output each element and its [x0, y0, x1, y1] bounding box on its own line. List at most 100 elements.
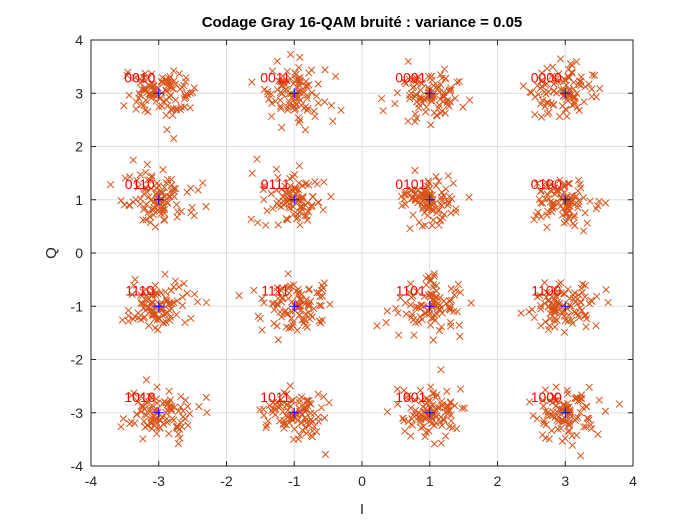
noisy-point — [167, 181, 176, 189]
noisy-point — [602, 286, 610, 294]
noisy-point — [565, 427, 574, 435]
noisy-point — [400, 195, 408, 203]
noisy-point — [419, 403, 427, 411]
noisy-point — [432, 172, 440, 181]
noisy-point — [440, 210, 448, 219]
noisy-point — [555, 198, 563, 207]
noisy-point — [140, 314, 148, 322]
noisy-point — [531, 93, 539, 101]
noisy-point — [416, 418, 425, 426]
noisy-point — [170, 77, 178, 85]
noisy-point — [294, 435, 303, 443]
noisy-point — [572, 58, 581, 66]
noisy-point — [275, 77, 283, 85]
noisy-point — [552, 306, 560, 314]
noisy-point — [574, 311, 583, 319]
noisy-point — [260, 182, 268, 190]
noisy-point — [175, 425, 184, 434]
noisy-point — [152, 97, 160, 105]
noisy-point — [455, 77, 463, 86]
noisy-point — [537, 100, 545, 108]
noisy-point — [556, 176, 564, 184]
noisy-point — [253, 155, 261, 163]
noisy-point — [460, 404, 469, 412]
noisy-point — [532, 211, 540, 220]
symbol-label-1011: 1011 — [260, 389, 290, 405]
noisy-point — [538, 96, 547, 104]
noisy-point — [269, 398, 278, 406]
noisy-point — [420, 186, 429, 194]
noisy-point — [165, 387, 173, 395]
noisy-point — [159, 189, 167, 197]
noisy-point — [138, 401, 146, 409]
noisy-point — [416, 92, 424, 101]
noisy-point — [448, 195, 456, 203]
noisy-point — [546, 198, 555, 206]
noisy-point — [572, 414, 580, 423]
noisy-point — [163, 401, 172, 409]
noisy-point — [452, 205, 460, 213]
noisy-point — [308, 89, 316, 97]
noisy-point — [177, 207, 185, 216]
noisy-point — [318, 316, 326, 324]
noisy-point — [151, 223, 160, 231]
noisy-point — [286, 182, 294, 190]
noisy-point — [305, 286, 313, 294]
noisy-point — [545, 108, 553, 116]
noisy-point — [283, 413, 292, 421]
symbol-cluster-1000 — [525, 383, 624, 460]
noisy-point — [441, 432, 450, 440]
noisy-point — [411, 395, 419, 404]
noisy-point — [306, 297, 315, 306]
noisy-point — [305, 69, 313, 77]
noisy-point — [273, 199, 281, 208]
noisy-point — [141, 306, 150, 315]
noisy-point — [178, 301, 187, 310]
noisy-point — [558, 309, 566, 317]
ideal-point-1010 — [153, 407, 164, 418]
noisy-point — [270, 319, 278, 328]
noisy-point — [174, 430, 183, 438]
noisy-point — [297, 410, 306, 419]
noisy-point — [167, 105, 175, 114]
noisy-point — [407, 313, 416, 321]
noisy-point — [560, 188, 568, 196]
noisy-point — [555, 70, 563, 78]
noisy-point — [267, 112, 276, 121]
noisy-point — [420, 95, 429, 104]
noisy-point — [563, 112, 571, 120]
noisy-point — [148, 292, 156, 300]
symbol-label-1111: 1111 — [261, 283, 289, 299]
noisy-point — [160, 183, 169, 192]
noisy-point — [285, 283, 293, 291]
noisy-point — [146, 90, 154, 98]
noisy-point — [119, 415, 128, 423]
noisy-point — [131, 275, 139, 284]
noisy-point — [294, 83, 302, 92]
noisy-point — [159, 98, 168, 106]
y-tick-label: 2 — [75, 139, 83, 155]
noisy-point — [377, 94, 386, 103]
noisy-point — [314, 99, 322, 107]
noisy-point — [525, 398, 534, 406]
noisy-point — [543, 411, 552, 419]
noisy-point — [441, 109, 449, 117]
noisy-point — [184, 421, 192, 429]
noisy-point — [549, 202, 558, 210]
noisy-point — [262, 221, 270, 229]
y-tick-label: 3 — [75, 85, 83, 101]
noisy-point — [568, 319, 577, 328]
noisy-point — [596, 84, 604, 93]
noisy-point — [437, 323, 446, 331]
noisy-point — [288, 186, 296, 194]
noisy-point — [153, 202, 161, 210]
noisy-point — [264, 90, 272, 98]
noisy-point — [181, 396, 190, 404]
noisy-point — [533, 81, 542, 90]
noisy-point — [427, 314, 436, 322]
noisy-point — [284, 294, 293, 303]
noisy-point — [438, 400, 447, 409]
noisy-point — [373, 322, 381, 330]
noisy-point — [283, 390, 291, 398]
noisy-point — [118, 316, 127, 324]
